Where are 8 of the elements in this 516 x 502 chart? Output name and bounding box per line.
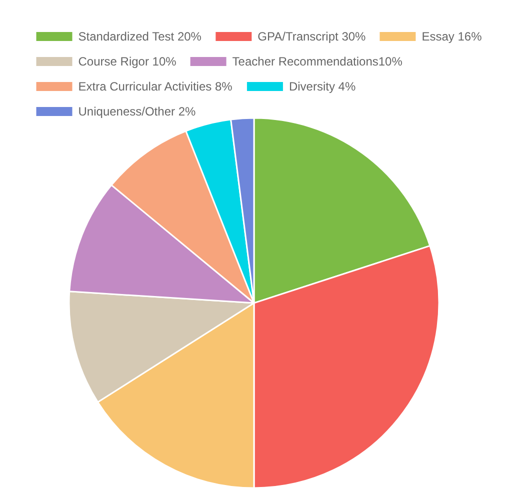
legend-label: Course Rigor 10% [78,54,177,68]
legend-label: Uniqueness/Other 2% [78,104,196,118]
legend-label: Diversity 4% [288,80,356,94]
legend-label: Teacher Recommendations10% [232,54,403,68]
legend-label: Extra Curricular Activities 8% [78,80,233,94]
legend-label: GPA/Transcript 30% [258,30,366,44]
legend-label: Essay 16% [422,30,482,44]
legend-label: Standardized Test 20% [78,30,202,44]
